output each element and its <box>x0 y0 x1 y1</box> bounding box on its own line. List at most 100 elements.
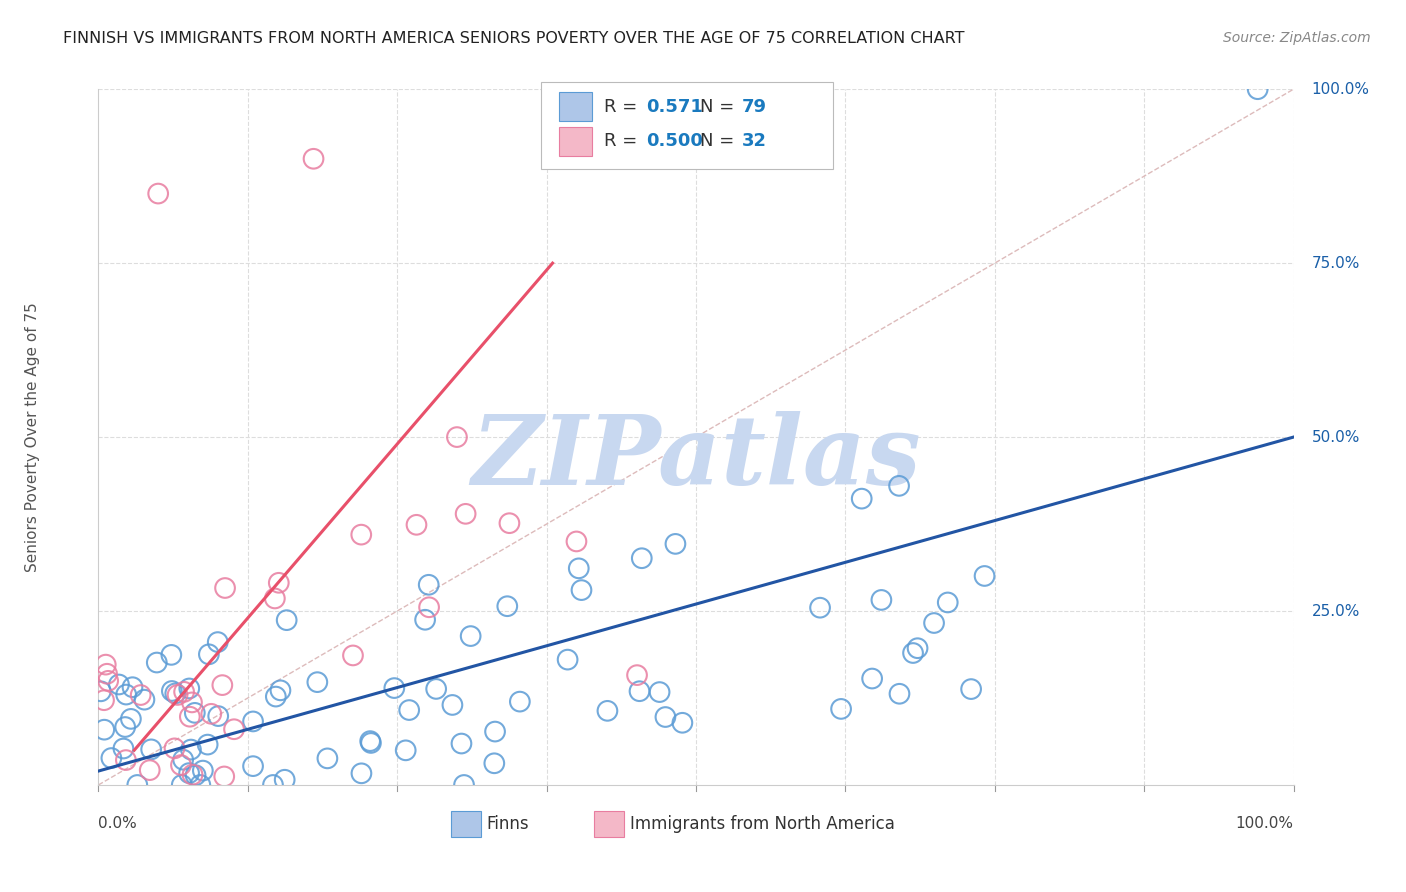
Point <box>664 537 686 551</box>
Text: 100.0%: 100.0% <box>1312 82 1369 96</box>
Point <box>121 680 143 694</box>
Point <box>172 753 194 767</box>
Point <box>922 615 945 630</box>
Point <box>214 581 236 595</box>
Text: ZIPatlas: ZIPatlas <box>471 411 921 505</box>
Point <box>160 684 183 698</box>
Point <box>181 767 204 781</box>
Text: 0.571: 0.571 <box>645 97 703 116</box>
Point <box>267 575 290 590</box>
Point <box>441 698 464 712</box>
Point <box>425 681 447 696</box>
FancyBboxPatch shape <box>558 92 592 121</box>
Point <box>141 742 163 756</box>
Point <box>165 686 187 700</box>
Point <box>887 479 910 493</box>
Point <box>648 685 671 699</box>
Point <box>115 753 138 767</box>
Point <box>96 666 118 681</box>
Point <box>97 673 120 688</box>
Point <box>146 656 169 670</box>
Point <box>418 600 440 615</box>
Point <box>163 741 186 756</box>
Point <box>207 635 229 649</box>
Point <box>596 704 619 718</box>
Point <box>936 595 959 609</box>
Point <box>973 569 995 583</box>
Point <box>93 693 115 707</box>
Point <box>830 702 852 716</box>
Point <box>264 690 287 704</box>
Text: 32: 32 <box>741 132 766 151</box>
Point <box>307 675 329 690</box>
Point <box>453 778 475 792</box>
Point <box>211 678 233 692</box>
Point <box>262 778 284 792</box>
Point <box>263 591 285 606</box>
Point <box>960 682 983 697</box>
Point <box>398 703 420 717</box>
Point <box>418 578 440 592</box>
Point <box>179 681 201 696</box>
Point <box>108 677 131 691</box>
Point <box>901 646 924 660</box>
Point <box>359 734 381 748</box>
Point <box>626 668 648 682</box>
Point <box>450 737 472 751</box>
Point <box>405 517 427 532</box>
Point <box>654 710 676 724</box>
Point <box>170 758 193 772</box>
Point <box>446 430 468 444</box>
Point <box>177 766 200 780</box>
Text: 75.0%: 75.0% <box>1312 256 1360 270</box>
Text: 25.0%: 25.0% <box>1312 604 1360 618</box>
Point <box>212 769 235 783</box>
Point <box>454 507 477 521</box>
Point <box>200 706 222 721</box>
Text: 50.0%: 50.0% <box>1312 430 1360 444</box>
Point <box>851 491 873 506</box>
Point <box>395 743 418 757</box>
Point <box>197 738 219 752</box>
Point <box>94 657 117 672</box>
Point <box>496 599 519 614</box>
Text: 100.0%: 100.0% <box>1236 816 1294 831</box>
Point <box>342 648 364 663</box>
Point <box>184 706 207 720</box>
Point <box>198 648 221 662</box>
Text: 0.500: 0.500 <box>645 132 703 151</box>
Text: R =: R = <box>605 132 643 151</box>
Point <box>276 613 298 627</box>
Text: Immigrants from North America: Immigrants from North America <box>630 815 896 833</box>
Point <box>242 759 264 773</box>
Text: 0.0%: 0.0% <box>98 816 138 831</box>
Point <box>90 684 112 698</box>
Point <box>273 772 295 787</box>
Point <box>350 527 373 541</box>
Point <box>565 534 588 549</box>
Point <box>509 695 531 709</box>
Point <box>498 516 520 531</box>
Point <box>170 778 193 792</box>
Point <box>191 764 214 778</box>
Point <box>484 724 506 739</box>
Point <box>127 778 149 792</box>
Point <box>93 723 115 737</box>
Point <box>173 685 195 699</box>
Point <box>184 768 207 782</box>
Point <box>269 683 291 698</box>
Point <box>628 684 651 698</box>
Point <box>160 648 183 662</box>
Point <box>316 751 339 765</box>
Point <box>129 688 152 702</box>
Point <box>860 672 883 686</box>
Text: N =: N = <box>700 132 740 151</box>
Point <box>166 688 188 702</box>
Text: Finns: Finns <box>486 815 530 833</box>
Point <box>115 688 138 702</box>
Point <box>114 720 136 734</box>
Point <box>360 736 382 750</box>
Point <box>484 756 506 771</box>
Point <box>630 551 652 566</box>
Point <box>222 723 245 737</box>
